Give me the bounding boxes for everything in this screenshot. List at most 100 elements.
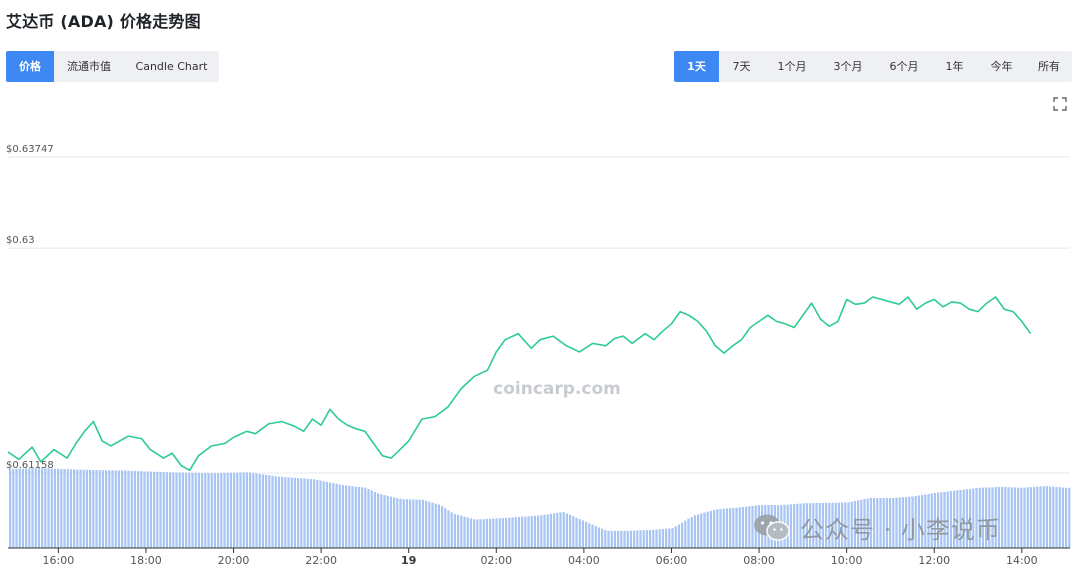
volume-bar (268, 475, 271, 548)
volume-bar (857, 500, 860, 548)
volume-bar (28, 468, 31, 548)
volume-bar (489, 518, 492, 548)
volume-bar (898, 497, 901, 548)
volume-bar (873, 498, 876, 548)
range-1d-button[interactable]: 1天 (674, 51, 719, 82)
volume-bar (543, 514, 546, 548)
volume-bar (889, 498, 892, 548)
volume-bar (914, 496, 917, 548)
volume-bar (482, 519, 485, 548)
volume-bar (578, 519, 581, 548)
volume-bar (799, 503, 802, 548)
tab-candle-chart[interactable]: Candle Chart (135, 60, 208, 73)
range-1m-button[interactable]: 1个月 (777, 60, 807, 73)
volume-bar (165, 472, 168, 548)
volume-bar (178, 472, 181, 548)
volume-bar (895, 497, 898, 548)
volume-bar (453, 514, 456, 548)
volume-bar (533, 515, 536, 548)
volume-bar (866, 498, 869, 548)
tab-price[interactable]: 价格 (6, 51, 54, 82)
volume-bar (706, 511, 709, 548)
volume-bar (274, 476, 277, 548)
volume-bar (972, 488, 975, 548)
volume-bar (466, 517, 469, 548)
x-tick-label: 12:00 (918, 554, 950, 567)
volume-bar (700, 513, 703, 548)
volume-bar (303, 478, 306, 548)
volume-bar (185, 472, 188, 548)
volume-bar (885, 498, 888, 548)
y-axis-labels: $0.63747 $0.63 $0.61158 (6, 144, 54, 471)
volume-bar (796, 503, 799, 548)
volume-bar (82, 469, 85, 548)
volume-bar (1033, 486, 1036, 548)
volume-bar (341, 485, 344, 548)
x-tick-label: 08:00 (743, 554, 775, 567)
range-ytd-button[interactable]: 今年 (990, 60, 1013, 73)
volume-bar (367, 488, 370, 548)
volume-bar (975, 488, 978, 548)
volume-bar (434, 503, 437, 548)
volume-bar (860, 499, 863, 548)
volume-bar (405, 499, 408, 548)
volume-bar (553, 513, 556, 548)
volume-bar (9, 468, 12, 548)
volume-bar (322, 481, 325, 548)
range-3m-button[interactable]: 3个月 (833, 60, 863, 73)
volume-bar (441, 506, 444, 548)
volume-bar (805, 503, 808, 548)
volume-bar (937, 492, 940, 548)
volume-bar (1023, 487, 1026, 548)
volume-bar (1049, 486, 1052, 548)
volume-bar (863, 499, 866, 548)
volume-bar (159, 472, 162, 548)
volume-bar (386, 495, 389, 548)
volume-bar (143, 471, 146, 548)
volume-bar (428, 501, 431, 548)
volume-bar (812, 503, 815, 548)
volume-bar (997, 487, 1000, 548)
volume-bar (844, 502, 847, 548)
volume-bar (978, 487, 981, 548)
volume-bar (933, 493, 936, 548)
volume-bar (508, 517, 511, 548)
volume-bar (137, 471, 140, 548)
tab-market-cap[interactable]: 流通市值 (67, 60, 111, 73)
x-tick-label: 02:00 (480, 554, 512, 567)
volume-bar (601, 528, 604, 548)
volume-bar (37, 468, 40, 548)
volume-bar (66, 469, 69, 548)
volume-bar (530, 516, 533, 548)
volume-bar (457, 514, 460, 548)
volume-bar (162, 472, 165, 548)
volume-bar (194, 472, 197, 548)
volume-bar (537, 515, 540, 548)
volume-bar (373, 491, 376, 548)
volume-bar (594, 526, 597, 548)
range-7d-button[interactable]: 7天 (732, 60, 751, 73)
volume-bar (245, 472, 248, 548)
volume-bar (233, 472, 236, 548)
volume-bar (18, 468, 21, 548)
volume-bar (661, 529, 664, 548)
range-6m-button[interactable]: 6个月 (889, 60, 919, 73)
volume-bar (546, 514, 549, 548)
x-axis: 16:00 18:00 20:00 22:00 19 02:00 04:00 06:00 08:… (8, 547, 1070, 567)
volume-bar (153, 471, 156, 548)
volume-bar (585, 521, 588, 548)
volume-bar (95, 470, 98, 548)
volume-bar (697, 514, 700, 548)
fullscreen-icon[interactable] (1053, 97, 1067, 111)
volume-bar (825, 502, 828, 548)
volume-bar (879, 498, 882, 548)
watermark: coincarp.com (493, 379, 621, 399)
volume-bar (505, 517, 508, 548)
wechat-badge: 公众号 · 小李说币 (752, 510, 1001, 545)
range-1y-button[interactable]: 1年 (945, 60, 964, 73)
volume-bar (146, 471, 149, 548)
volume-bar (517, 517, 520, 548)
volume-bar (44, 468, 47, 548)
volume-bar (124, 470, 127, 548)
range-all-button[interactable]: 所有 (1038, 60, 1060, 73)
